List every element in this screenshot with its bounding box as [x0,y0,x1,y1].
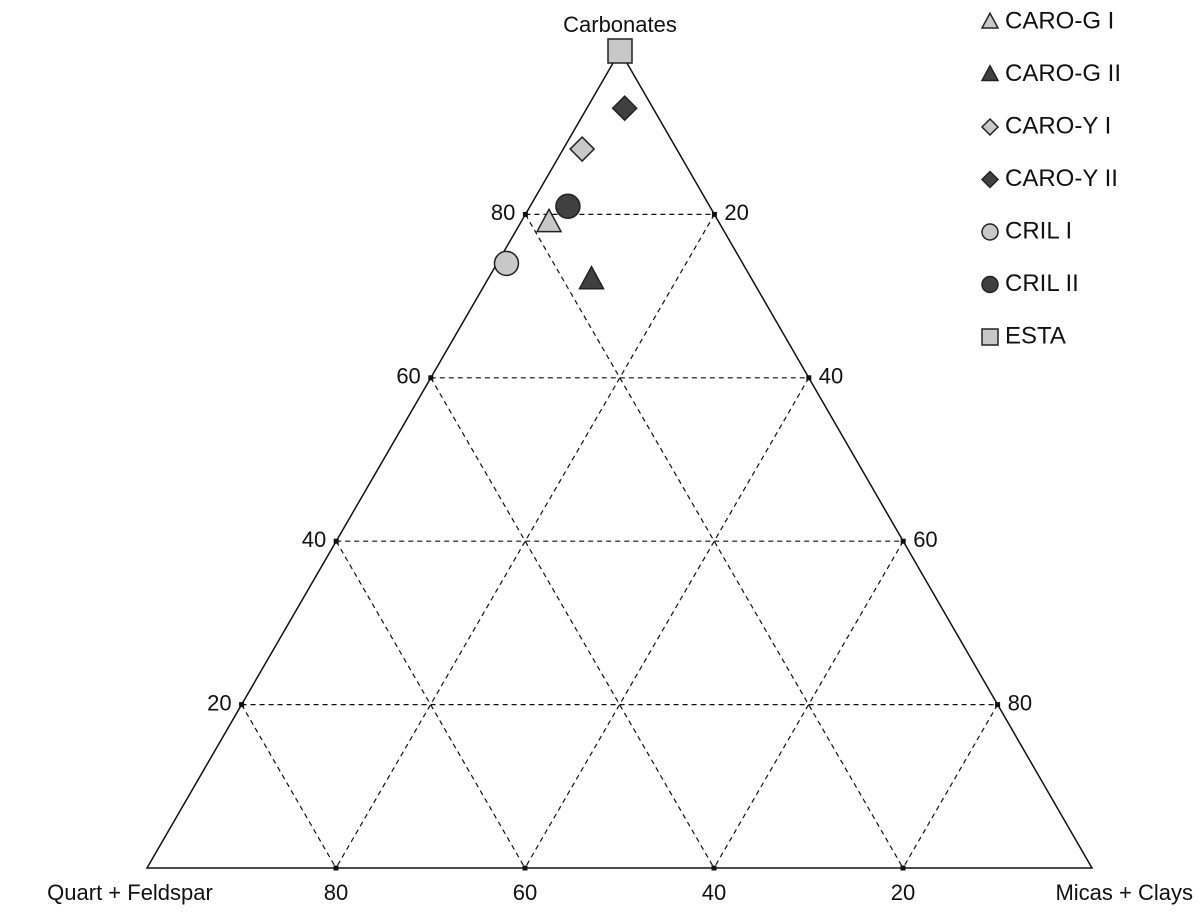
tick-label: 60 [913,527,937,552]
tick-label: 80 [324,880,348,905]
tick-mark [522,865,528,871]
triangle-frame [145,49,1094,869]
tick-mark [711,211,717,217]
legend-label: CARO-G II [1005,60,1121,87]
legend-label: CARO-G I [1005,7,1114,34]
tick-label: 60 [513,880,537,905]
legend-label: ESTA [1005,322,1066,349]
legend-label: CARO-Y I [1005,112,1111,139]
tick-mark [711,865,717,871]
tick-mark [806,375,812,381]
legend-marker [981,223,999,241]
legend-marker [981,328,999,346]
grid-line [241,704,337,869]
legend-label: CARO-Y II [1005,165,1118,192]
marker [493,250,520,277]
marker [611,95,638,122]
marker [578,264,605,290]
marker [535,207,563,233]
tick-label: 80 [491,200,515,225]
legend-label: CRIL I [1005,217,1072,244]
tick-label: 40 [302,527,326,552]
axis-label-right: Micas + Clays [1055,880,1193,905]
marker [607,38,633,64]
grid-line [524,377,810,869]
legend-marker [980,170,1000,189]
tick-label: 20 [891,880,915,905]
legend-marker [981,275,999,294]
grid-line [902,704,999,869]
marker [569,135,596,163]
tick-mark [900,538,906,544]
tick-label: 80 [1008,690,1032,715]
axis-label-top: Carbonates [563,12,677,37]
tick-mark [900,865,906,871]
legend-marker [980,11,1000,29]
legend-marker [980,64,1000,82]
marker [555,193,581,219]
tick-mark [995,702,1001,708]
legend-marker [980,117,1000,137]
tick-label: 20 [207,690,231,715]
grid-line [430,377,715,869]
tick-mark [333,865,339,871]
legend-label: CRIL II [1005,270,1079,297]
tick-label: 40 [702,880,726,905]
tick-label: 40 [819,364,843,389]
tick-label: 60 [396,364,420,389]
tick-label: 20 [724,200,748,225]
axis-label-left: Quart + Feldspar [47,880,213,905]
